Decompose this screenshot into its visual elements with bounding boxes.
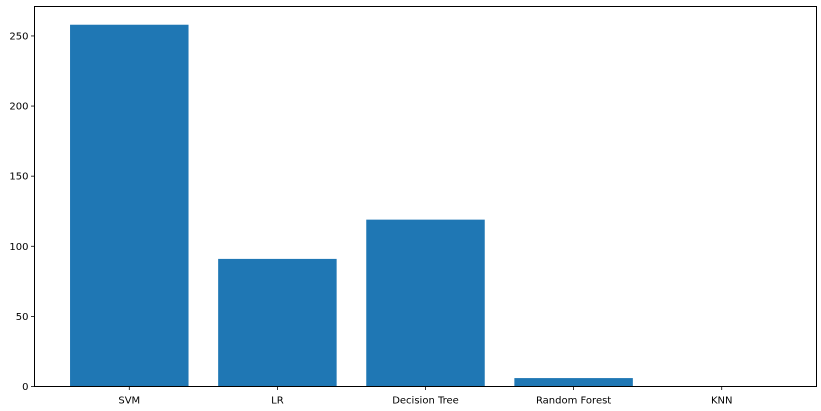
y-tick-label: 50 — [16, 312, 29, 323]
x-tick-label: SVM — [118, 396, 140, 407]
bar-random-forest — [514, 378, 633, 387]
bar-svm — [70, 24, 189, 387]
x-tick-label: KNN — [711, 396, 733, 407]
y-tick-label: 0 — [22, 382, 28, 393]
x-tick-label: LR — [271, 396, 284, 407]
x-tick-label: Decision Tree — [392, 396, 459, 407]
bar-lr — [218, 258, 337, 387]
y-tick-label: 250 — [9, 31, 28, 42]
x-axis: SVM LR Decision Tree Random Forest KNN — [118, 386, 733, 407]
y-tick-label: 200 — [9, 102, 28, 113]
bars-group — [70, 24, 633, 387]
bar-decision-tree — [366, 219, 485, 387]
axes-frame — [34, 6, 817, 387]
y-tick-label: 150 — [9, 172, 28, 183]
y-axis: 0 50 100 150 200 250 — [9, 31, 35, 393]
y-tick-label: 100 — [9, 242, 28, 253]
x-tick-label: Random Forest — [536, 396, 611, 407]
